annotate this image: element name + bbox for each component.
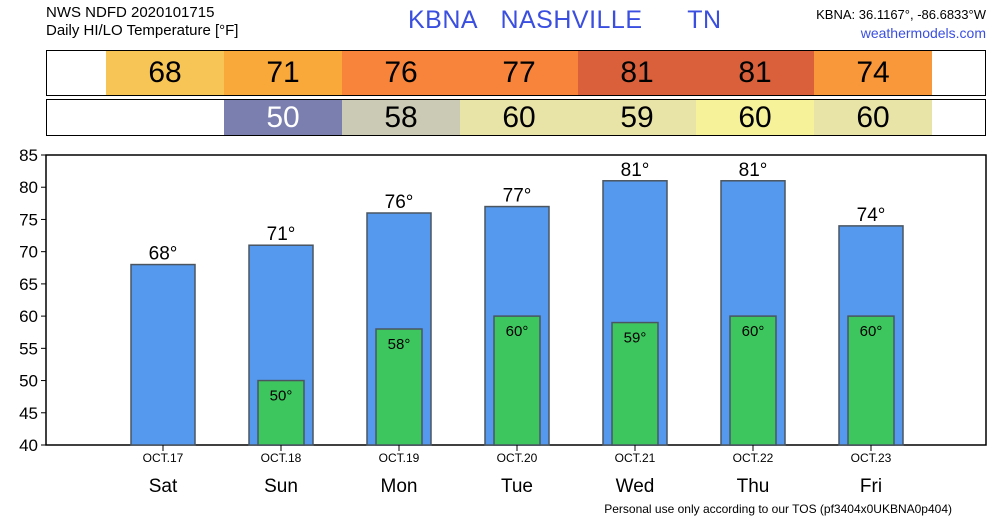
lo-cell — [106, 100, 224, 135]
y-tick-label: 65 — [19, 275, 38, 294]
date-label: OCT.23 — [851, 451, 892, 465]
hi-value: 77 — [502, 56, 536, 89]
date-label: OCT.21 — [615, 451, 656, 465]
high-temp-label: 68° — [149, 244, 178, 265]
high-temp-label: 71° — [267, 224, 296, 245]
high-temp-bar — [130, 263, 196, 446]
high-temp-label: 77° — [503, 186, 532, 207]
y-tick-label: 55 — [19, 339, 38, 358]
lo-cell: 58 — [342, 100, 460, 135]
low-temp-label: 60° — [742, 323, 765, 340]
station-coords: KBNA: 36.1167°, -86.6833°W — [816, 7, 986, 22]
y-tick-label: 60 — [19, 307, 38, 326]
hi-cell: 81 — [696, 51, 814, 95]
low-temp-bar — [375, 328, 423, 446]
lo-cell: 50 — [224, 100, 342, 135]
low-temp-bar — [611, 321, 659, 446]
hi-value: 68 — [148, 56, 182, 89]
station-id: KBNA — [408, 6, 479, 34]
y-tick-label: 50 — [19, 372, 38, 391]
lo-value: 58 — [384, 100, 418, 134]
high-temp-label: 81° — [621, 160, 650, 181]
high-temp-label: 74° — [857, 205, 886, 226]
hi-cell: 77 — [460, 51, 578, 95]
hi-value: 71 — [266, 56, 300, 89]
day-label: Fri — [860, 476, 882, 497]
y-tick-label: 70 — [19, 243, 38, 262]
date-label: OCT.18 — [261, 451, 302, 465]
day-label: Wed — [616, 476, 655, 497]
low-temp-strip: 50 58 60 59 60 60 — [46, 99, 986, 136]
lo-value: 50 — [266, 100, 300, 134]
hi-cell: 76 — [342, 51, 460, 95]
product-label: Daily HI/LO Temperature [°F] — [46, 22, 239, 39]
low-temp-label: 50° — [270, 388, 293, 405]
day-label: Sun — [264, 476, 298, 497]
date-label: OCT.20 — [497, 451, 538, 465]
hi-value: 76 — [384, 56, 418, 89]
model-run-label: NWS NDFD 2020101715 — [46, 4, 215, 21]
station-state: TN — [687, 6, 722, 34]
hi-cell: 71 — [224, 51, 342, 95]
lo-cell: 60 — [696, 100, 814, 135]
lo-value: 60 — [856, 100, 890, 134]
low-temp-label: 59° — [624, 330, 647, 347]
high-temp-strip: 68 71 76 77 81 81 74 — [46, 50, 986, 96]
day-label: Tue — [501, 476, 533, 497]
lo-value: 60 — [738, 100, 772, 134]
lo-cell: 60 — [814, 100, 932, 135]
footer-note: Personal use only according to our TOS (… — [604, 502, 952, 516]
low-temp-label: 60° — [506, 323, 529, 340]
low-temp-bar — [729, 315, 777, 446]
y-tick-label: 80 — [19, 178, 38, 197]
lo-cell: 60 — [460, 100, 578, 135]
station-city: NASHVILLE — [500, 6, 643, 34]
low-temp-bar — [257, 379, 305, 446]
hi-value: 81 — [738, 56, 772, 89]
date-label: OCT.22 — [733, 451, 774, 465]
y-tick-label: 85 — [19, 146, 38, 165]
y-tick-label: 45 — [19, 404, 38, 423]
date-label: OCT.17 — [143, 451, 184, 465]
hi-value: 81 — [620, 56, 654, 89]
high-temp-label: 76° — [385, 192, 414, 213]
lo-value: 60 — [502, 100, 536, 134]
day-label: Mon — [381, 476, 418, 497]
low-temp-label: 58° — [388, 336, 411, 353]
station-title: KBNA NASHVILLE TN — [408, 6, 722, 35]
day-label: Sat — [149, 476, 178, 497]
high-temp-label: 81° — [739, 160, 768, 181]
hi-value: 74 — [856, 56, 890, 89]
hi-cell: 74 — [814, 51, 932, 95]
y-tick-label: 40 — [19, 436, 38, 455]
low-temp-label: 60° — [860, 323, 883, 340]
lo-cell: 59 — [578, 100, 696, 135]
hi-cell: 68 — [106, 51, 224, 95]
y-tick-label: 75 — [19, 210, 38, 229]
low-temp-bar — [493, 315, 541, 446]
day-label: Thu — [737, 476, 770, 497]
header-right: KBNA: 36.1167°, -86.6833°W weathermodels… — [816, 5, 986, 43]
hi-cell: 81 — [578, 51, 696, 95]
date-label: OCT.19 — [379, 451, 420, 465]
low-temp-bar — [847, 315, 895, 446]
lo-value: 59 — [620, 100, 654, 134]
header-left: NWS NDFD 2020101715 Daily HI/LO Temperat… — [46, 4, 238, 40]
site-link[interactable]: weathermodels.com — [860, 25, 986, 41]
